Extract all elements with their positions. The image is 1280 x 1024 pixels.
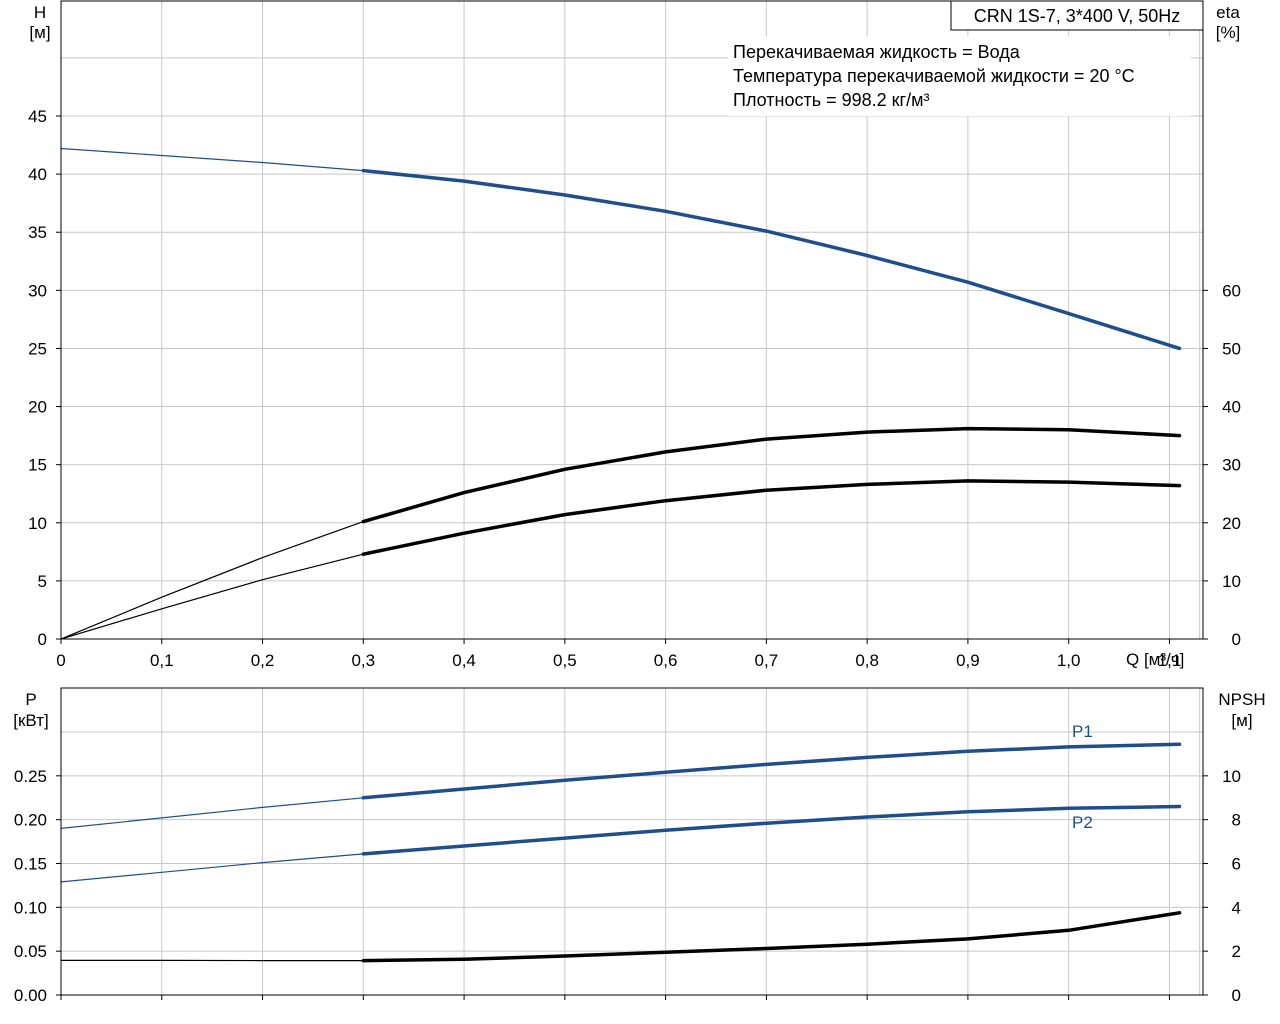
bottom-left-tick-label: 0.00 (14, 986, 47, 1005)
bottom-series-p2-1-thick (361, 804, 1182, 856)
top-left-tick-label: 20 (28, 398, 47, 417)
top-series-efficiency-1-thick (361, 426, 1182, 524)
bottom-left-tick-label: 0.20 (14, 811, 47, 830)
top-left-tick-label: 5 (38, 572, 47, 591)
bottom-right-tick-label: 0 (1232, 986, 1241, 1005)
info-box: Перекачиваемая жидкость = Вода Температу… (728, 36, 1191, 116)
top-plot-frame (60, 0, 1204, 640)
info-line-temperature: Температура перекачиваемой жидкости = 20… (733, 66, 1135, 86)
p1-series-label: P1 (1072, 722, 1093, 741)
bottom-right-tick-label: 6 (1232, 855, 1241, 874)
top-left-tick-label: 35 (28, 223, 47, 242)
title-box-text: CRN 1S-7, 3*400 V, 50Hz (974, 6, 1180, 26)
bottom-series (60, 742, 1182, 963)
x-tick-label: 0,6 (654, 651, 678, 670)
h-axis-unit: [м] (29, 23, 50, 42)
x-tick-label: 1,0 (1057, 651, 1081, 670)
top-series-head-0-thin (60, 147, 364, 172)
head-efficiency-panel: 0 0,1 0,2 0,3 0,4 0,5 0,6 0,7 0,8 0,9 1,0 1,1 0 5 10 15… (28, 0, 1241, 670)
bottom-left-tick-label: 0.10 (14, 898, 47, 917)
x-tick-label: 0,5 (553, 651, 577, 670)
x-tick-label: 0 (56, 651, 65, 670)
bottom-tick-labels: 0.00 0.05 0.10 0.15 0.20 0.25 0 2 4 6 8 10 (14, 767, 1241, 1005)
top-left-tick-label: 10 (28, 514, 47, 533)
bottom-right-tick-label: 10 (1222, 767, 1241, 786)
npsh-axis-label: NPSH (1218, 690, 1265, 709)
title-box-frame (950, 0, 1204, 31)
top-left-tick-label: 15 (28, 456, 47, 475)
x-tick-label: 0,7 (755, 651, 779, 670)
top-series-efficiency-2-thin (60, 553, 364, 640)
x-tick-label: 1,1 (1158, 651, 1182, 670)
top-right-tick-label: 0 (1232, 630, 1241, 649)
top-right-tick-label: 50 (1222, 339, 1241, 358)
bottom-plot-frame (60, 687, 1204, 996)
bottom-series-p1-0-thin (60, 797, 364, 829)
x-tick-label: 0,3 (351, 651, 375, 670)
p2-series-label: P2 (1072, 813, 1093, 832)
top-right-tick-label: 60 (1222, 281, 1241, 300)
bottom-left-tick-label: 0.05 (14, 942, 47, 961)
x-tick-label: 0,2 (251, 651, 275, 670)
top-right-tick-label: 20 (1222, 514, 1241, 533)
info-box-bg (728, 36, 1191, 116)
bottom-right-tick-label: 8 (1232, 811, 1241, 830)
title-box: CRN 1S-7, 3*400 V, 50Hz (950, 0, 1204, 31)
top-frame (56, 0, 1208, 644)
bottom-series-p1-0-thick (361, 742, 1182, 800)
top-left-tick-label: 30 (28, 281, 47, 300)
npsh-axis-unit: [м] (1231, 711, 1252, 730)
x-tick-label: 0,4 (452, 651, 476, 670)
bottom-left-tick-label: 0.25 (14, 767, 47, 786)
bottom-right-tick-label: 4 (1232, 898, 1241, 917)
top-left-tick-label: 25 (28, 339, 47, 358)
info-line-density: Плотность = 998.2 кг/м³ (733, 90, 929, 110)
q-axis-label: Q [м³/ч] (1126, 650, 1184, 669)
bottom-series-npsh-2-thick (361, 911, 1182, 963)
top-tick-labels: 0 0,1 0,2 0,3 0,4 0,5 0,6 0,7 0,8 0,9 1,0 1,1 0 5 10 15… (28, 107, 1241, 670)
bottom-series-p2-1-thin (60, 853, 364, 883)
top-right-tick-label: 30 (1222, 456, 1241, 475)
top-left-tick-label: 45 (28, 107, 47, 126)
top-right-tick-label: 40 (1222, 398, 1241, 417)
x-tick-label: 0,8 (855, 651, 879, 670)
bottom-left-tick-label: 0.15 (14, 855, 47, 874)
top-left-tick-label: 40 (28, 165, 47, 184)
p-axis-unit: [кВт] (13, 711, 48, 730)
top-right-tick-label: 10 (1222, 572, 1241, 591)
x-tick-label: 0,1 (150, 651, 174, 670)
eta-axis-label: eta (1216, 3, 1240, 22)
top-series-efficiency-1-thin (60, 521, 364, 640)
bottom-right-tick-label: 2 (1232, 942, 1241, 961)
top-series-head-0-thick (361, 168, 1182, 351)
bottom-frame (56, 687, 1208, 1000)
eta-axis-unit: [%] (1216, 23, 1241, 42)
x-tick-label: 0,9 (956, 651, 980, 670)
h-axis-label: H (34, 3, 46, 22)
top-series (60, 147, 1182, 640)
p-axis-label: P (25, 690, 36, 709)
top-left-tick-label: 0 (38, 630, 47, 649)
top-series-efficiency-2-thick (361, 479, 1182, 556)
info-line-liquid: Перекачиваемая жидкость = Вода (733, 42, 1021, 62)
